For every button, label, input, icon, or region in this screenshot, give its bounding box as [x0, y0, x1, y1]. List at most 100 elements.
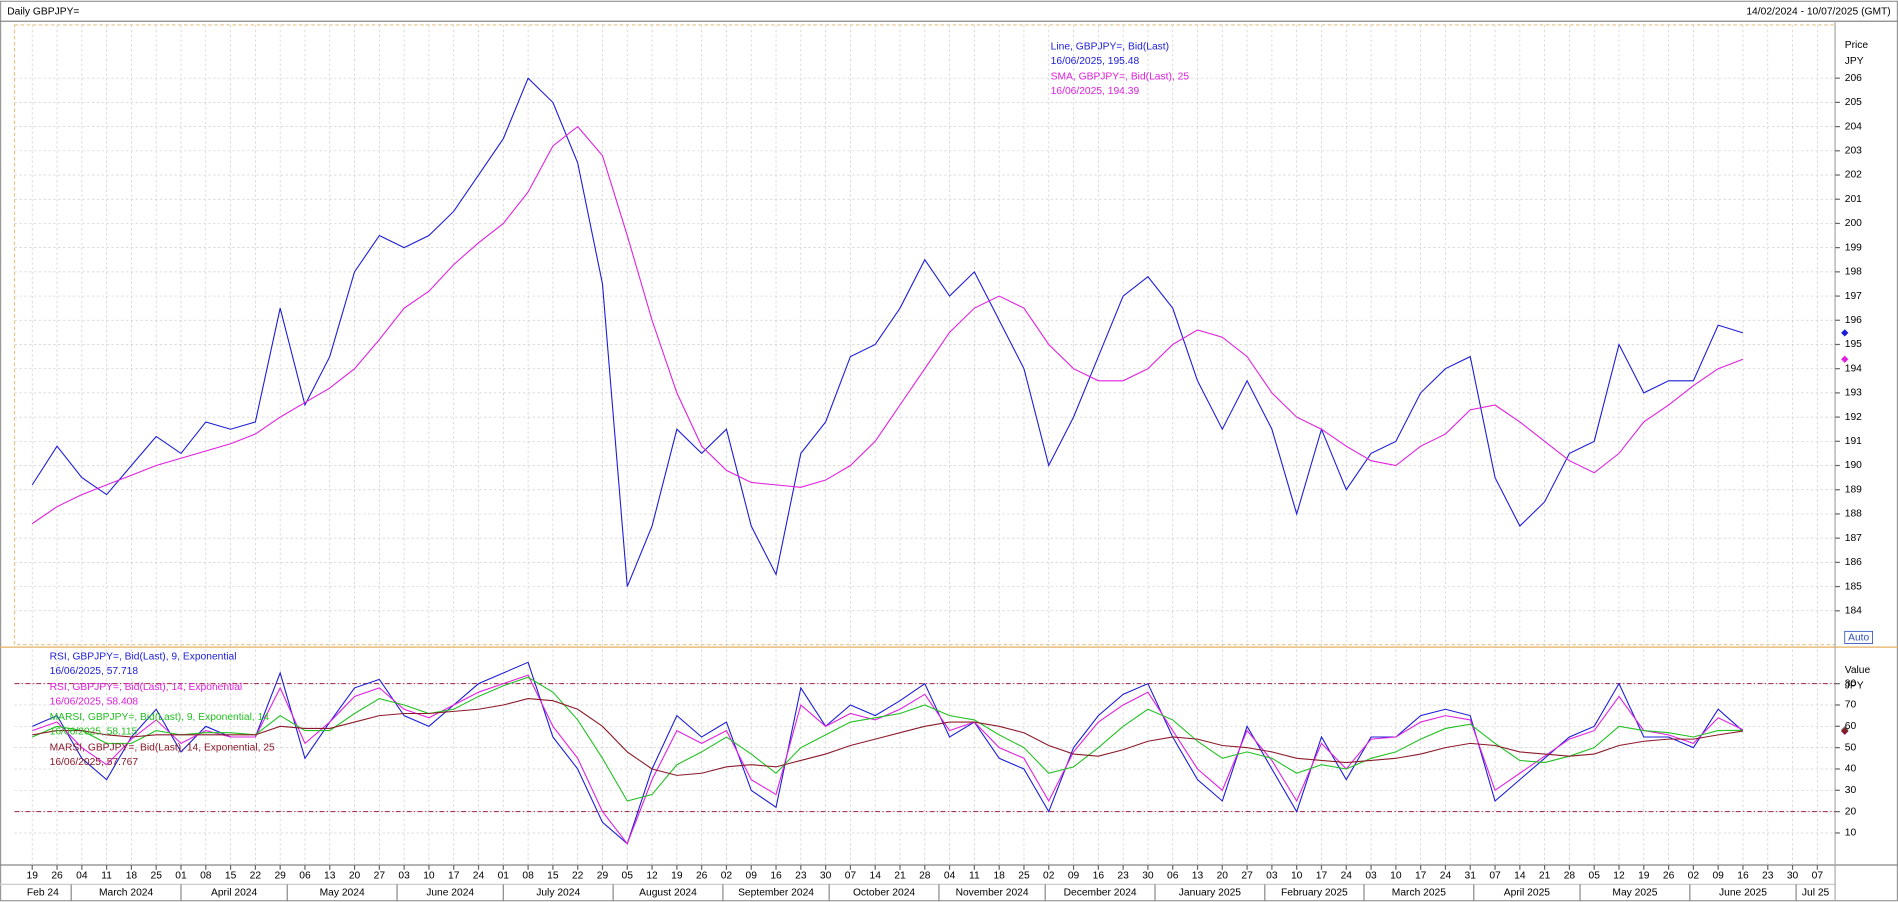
month-label: May 2024: [320, 888, 365, 899]
legend-value: 16/06/2025, 58.115: [50, 727, 138, 738]
y-tick-label: 202: [1845, 170, 1862, 181]
x-tick-label: 11: [969, 871, 980, 882]
y-tick-label: 186: [1845, 557, 1862, 568]
x-tick-label: 30: [1787, 871, 1799, 882]
legend-value: 16/06/2025, 195.48: [1051, 56, 1140, 67]
x-tick-label: 28: [919, 871, 931, 882]
x-tick-label: 13: [324, 871, 336, 882]
y-tick-label: 187: [1845, 533, 1862, 544]
legend-value: 16/06/2025, 58.408: [50, 696, 139, 707]
x-tick-label: 28: [1564, 871, 1576, 882]
x-tick-label: 20: [349, 871, 361, 882]
x-tick-label: 15: [547, 871, 559, 882]
x-tick-label: 17: [1316, 871, 1328, 882]
y-tick-label: 204: [1845, 121, 1862, 132]
x-tick-label: 06: [299, 871, 311, 882]
month-label: July 2024: [536, 888, 580, 899]
x-tick-label: 03: [1365, 871, 1377, 882]
auto-button-box[interactable]: [1844, 630, 1874, 644]
x-tick-label: 09: [746, 871, 758, 882]
month-label: December 2024: [1064, 888, 1137, 899]
x-tick-label: 06: [1167, 871, 1179, 882]
x-tick-label: 29: [597, 871, 609, 882]
month-label: January 2025: [1179, 888, 1242, 899]
x-tick-label: 12: [646, 871, 658, 882]
y-tick-label: 60: [1845, 721, 1857, 732]
x-tick-label: 19: [27, 871, 39, 882]
x-tick-label: 30: [1142, 871, 1154, 882]
last-value-marker: [1841, 727, 1849, 735]
x-tick-label: 23: [795, 871, 807, 882]
y-tick-label: 192: [1845, 412, 1862, 423]
x-tick-label: 02: [721, 871, 733, 882]
month-label: April 2024: [211, 888, 258, 899]
month-label: June 2025: [1719, 888, 1767, 899]
legend-name: MARSI, GBPJPY=, Bid(Last), 14, Exponenti…: [50, 742, 275, 753]
y-tick-label: 203: [1845, 146, 1862, 157]
x-tick-label: 02: [1043, 871, 1055, 882]
y-tick-label: 205: [1845, 97, 1862, 108]
y-tick-label: 196: [1845, 315, 1862, 326]
legend-name: SMA, GBPJPY=, Bid(Last), 25: [1051, 72, 1190, 83]
series-line: [32, 661, 1744, 845]
x-tick-label: 22: [572, 871, 584, 882]
x-tick-label: 03: [1266, 871, 1278, 882]
y-tick-label: 193: [1845, 388, 1862, 399]
x-tick-label: 13: [1192, 871, 1204, 882]
y-tick-label: 206: [1845, 73, 1862, 84]
x-tick-label: 26: [696, 871, 708, 882]
month-label: Jul 25: [1802, 888, 1830, 899]
x-tick-label: 08: [522, 871, 534, 882]
series-line: [31, 125, 1744, 525]
x-tick-label: 09: [1068, 871, 1080, 882]
axis-unit: JPY: [1845, 681, 1864, 692]
axis-unit: JPY: [1845, 56, 1864, 67]
x-tick-label: 19: [671, 871, 683, 882]
y-tick-label: 10: [1845, 828, 1857, 839]
month-label: Feb 24: [27, 888, 59, 899]
y-tick-label: 20: [1845, 806, 1857, 817]
auto-button[interactable]: Auto: [1848, 633, 1869, 644]
y-tick-label: 40: [1845, 764, 1857, 775]
y-tick-label: 80: [1845, 678, 1857, 689]
month-label: February 2025: [1281, 888, 1348, 899]
x-tick-label: 25: [150, 871, 162, 882]
x-tick-label: 29: [274, 871, 286, 882]
x-tick-label: 08: [200, 871, 212, 882]
legend-value: 16/06/2025, 194.39: [1051, 86, 1140, 97]
y-tick-label: 198: [1845, 267, 1862, 278]
y-tick-label: 184: [1845, 605, 1862, 616]
y-tick-label: 30: [1845, 785, 1857, 796]
x-tick-label: 10: [1291, 871, 1303, 882]
y-tick-label: 50: [1845, 742, 1857, 753]
x-tick-label: 17: [1415, 871, 1427, 882]
y-tick-label: 197: [1845, 291, 1862, 302]
x-tick-label: 10: [1390, 871, 1402, 882]
x-tick-label: 22: [250, 871, 262, 882]
x-tick-label: 30: [820, 871, 832, 882]
legend-value: 16/06/2025, 57.718: [50, 666, 139, 677]
x-tick-label: 01: [498, 871, 510, 882]
legend-name: Line, GBPJPY=, Bid(Last): [1051, 41, 1169, 52]
month-label: May 2025: [1612, 888, 1657, 899]
legend-value: 16/06/2025, 57.767: [50, 757, 139, 768]
x-tick-label: 16: [1737, 871, 1749, 882]
series-line: [32, 674, 1744, 845]
axis-title: Price: [1845, 40, 1869, 51]
x-tick-label: 14: [869, 871, 881, 882]
x-tick-label: 10: [423, 871, 435, 882]
x-tick-label: 02: [1688, 871, 1700, 882]
y-tick-label: 188: [1845, 509, 1862, 520]
grid: [14, 24, 1836, 865]
x-tick-label: 24: [1440, 871, 1452, 882]
y-tick-label: 199: [1845, 242, 1862, 253]
x-tick-label: 07: [845, 871, 857, 882]
month-label: March 2025: [1392, 888, 1447, 899]
x-tick-label: 07: [1812, 871, 1824, 882]
x-tick-label: 20: [1217, 871, 1229, 882]
labels: 19 26 04 11 18 25 01 08 15 22 29 06 13 20 27 03 10 17 24 01…: [27, 40, 1874, 902]
month-label: March 2024: [99, 888, 154, 899]
